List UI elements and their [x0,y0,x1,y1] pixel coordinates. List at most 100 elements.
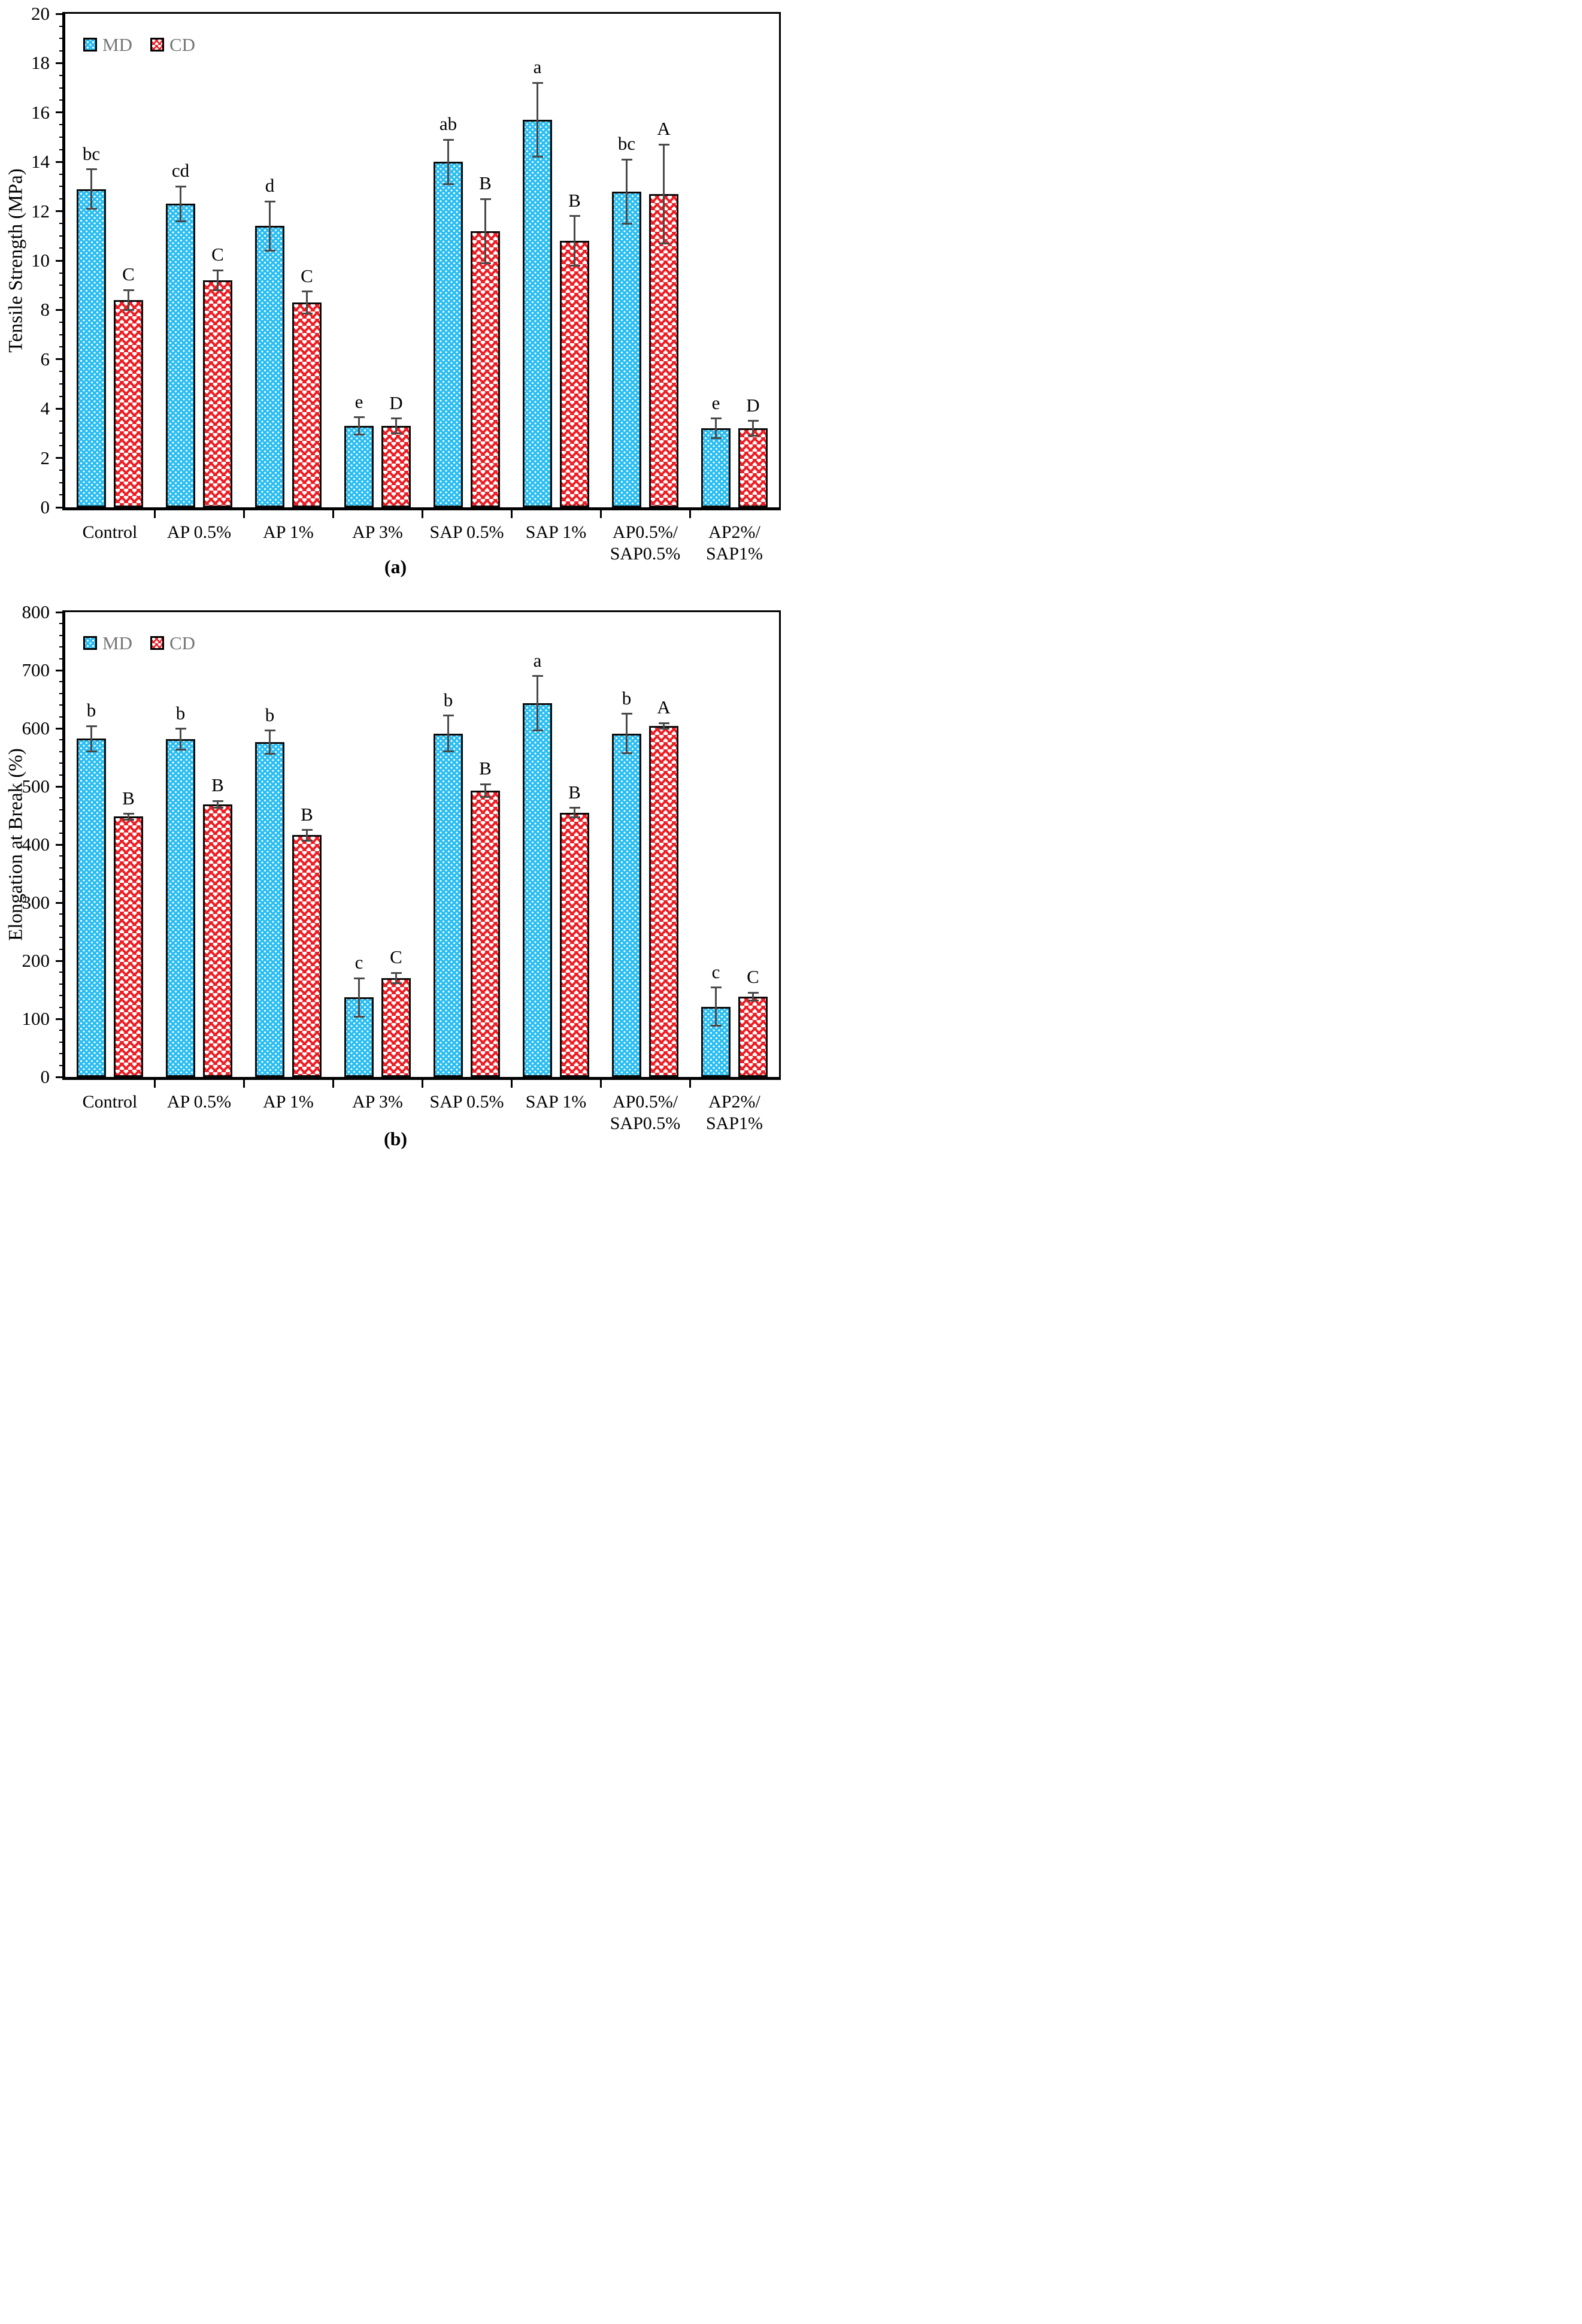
x-axis-tick [599,1080,602,1088]
significance-letter: d [265,175,275,196]
error-bar-line [752,420,754,436]
y-axis-tick [56,358,65,361]
error-bar-line [90,726,92,752]
y-axis-tick [59,809,65,810]
error-bar-cap-top [532,675,543,677]
error-bar-cap-top [480,198,491,200]
y-axis-tick [59,646,65,648]
significance-letter: e [711,392,720,413]
error-bar-cap-top [86,168,97,171]
category-label: SAP 0.5% [429,1092,504,1112]
error-bar-cap-bottom [301,313,313,315]
cd-bar-2 [292,302,322,507]
x-axis-tick [153,510,156,518]
y-axis-tick [59,1006,65,1008]
x-axis-tick [689,1080,691,1088]
error-bar-cap-bottom [301,839,313,842]
error-bar-line [447,140,449,184]
significance-letter: B [568,781,581,803]
y-axis-tick [59,751,65,752]
significance-letter: b [443,689,453,710]
error-bar-cap-top [443,138,454,141]
cd-bar-0 [114,299,143,507]
md-bar-2 [255,742,284,1077]
y-axis-tick [59,432,65,434]
cd-bar-1 [203,280,232,507]
error-bar-cap-bottom [212,807,223,809]
error-bar-cap-bottom [123,818,134,821]
legend-item-md: MD [83,634,132,652]
cd-swatch-icon [150,636,164,650]
y-axis-tick-label: 700 [22,659,50,680]
error-bar-cap-top [390,972,402,974]
y-axis-tick [59,879,65,880]
y-axis-tick [56,308,65,311]
significance-letter: B [211,774,224,796]
error-bar-cap-top [658,143,669,146]
y-axis-tick-label: 400 [22,834,50,855]
md-bar-4 [434,733,463,1077]
y-axis-tick-label: 18 [31,52,50,74]
md-swatch-icon [83,38,97,52]
significance-letter: A [657,118,671,140]
error-bar-cap-bottom [569,264,580,267]
y-axis-tick [59,494,65,496]
error-bar-cap-bottom [480,795,491,798]
y-axis-tick [56,611,65,613]
category-label: AP 1% [263,522,314,542]
md-bar-1 [166,739,195,1077]
significance-letter: B [301,803,313,825]
error-bar-line [715,987,717,1026]
md-swatch-icon [83,636,97,650]
y-axis-tick [59,797,65,799]
error-bar-cap-bottom [390,432,402,434]
x-axis-tick [332,510,334,518]
md-bar-2 [255,226,284,507]
y-axis-tick-label: 0 [40,1066,50,1087]
error-bar-cap-top [569,807,580,809]
y-axis-tick [59,445,65,446]
error-bar-line [574,216,575,266]
y-axis-tick [59,1030,65,1031]
x-axis-tick [599,510,602,518]
y-axis-tick-label: 200 [22,950,50,971]
chart-b-elongation: Elongation at Break (%) MD CD 0 100 200 300… [0,603,791,1162]
error-bar-cap-bottom [353,433,365,435]
error-bar-line [484,199,486,264]
error-bar-cap-top [175,728,186,730]
error-bar-cap-bottom [747,435,759,437]
y-axis-tick [59,1053,65,1055]
caption-b: (b) [383,1128,408,1149]
error-bar-cap-top [621,713,632,715]
cd-bar-7 [738,428,768,507]
y-axis-tick [59,948,65,950]
cd-bar-5 [560,812,589,1077]
error-bar-line [217,801,219,808]
y-axis-tick [59,739,65,741]
y-axis-tick [56,506,65,509]
y-axis-tick [59,173,65,175]
category-label: SAP 0.5% [429,522,504,542]
error-bar-cap-bottom [175,749,186,751]
error-bar-cap-bottom [353,1015,365,1018]
x-axis-tick [153,1080,156,1088]
y-axis-tick-label: 14 [31,151,50,173]
y-axis-tick [59,634,65,636]
x-axis-tick [421,1080,423,1088]
y-axis-tick-label: 800 [22,601,50,622]
error-bar-line [180,186,181,222]
error-bar-cap-bottom [86,207,97,210]
y-axis-tick [56,457,65,459]
y-axis-tick [56,785,65,788]
error-bar-cap-bottom [569,816,580,818]
y-axis-tick [56,259,65,262]
legend-item-cd: CD [150,634,195,652]
y-axis-tick [59,247,65,249]
category-label: AP2%/ SAP1% [705,1092,763,1133]
y-axis-tick [59,383,65,385]
error-bar-line [269,730,271,754]
error-bar-cap-bottom [532,730,543,732]
md-bar-7 [701,1006,731,1077]
category-label: AP 1% [263,1092,314,1112]
error-bar-line [358,978,360,1017]
